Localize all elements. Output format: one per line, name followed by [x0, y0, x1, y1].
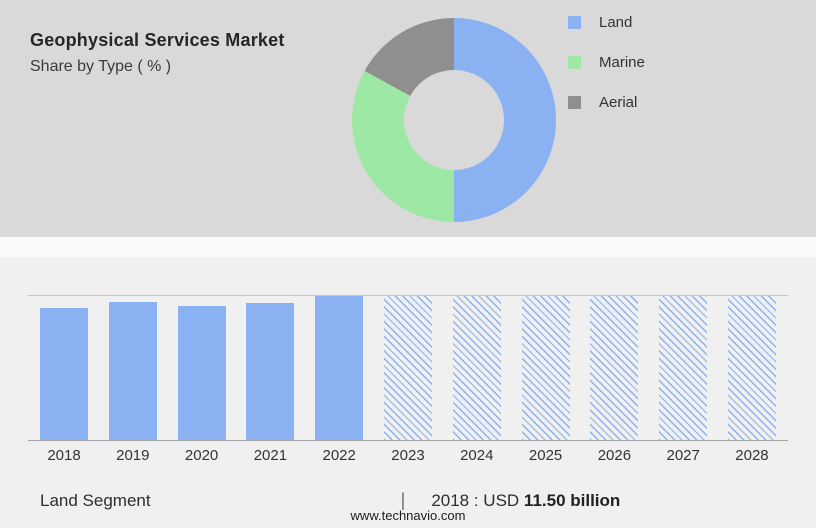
market-value-bold: 11.50 billion [523, 490, 621, 510]
forecast-bar-2023 [383, 296, 432, 440]
caption-row: Land Segment | 2018 : USD 11.50 billion [0, 490, 816, 511]
bar-2022 [315, 296, 364, 440]
page-title: Geophysical Services Market [30, 30, 285, 50]
bar-2021 [246, 303, 295, 440]
legend-label: Land [599, 14, 633, 31]
bars [28, 295, 788, 441]
hero-section: Geophysical Services Market Share by Typ… [0, 0, 816, 237]
caption-separator: | [400, 490, 406, 510]
x-axis-label-2025: 2025 [528, 447, 563, 464]
forecast-bar-2025 [521, 296, 570, 440]
bar-2020 [177, 306, 226, 440]
legend-item-land: Land [568, 14, 645, 31]
bar-labels: 2018 2019 2020 2021 2022 2023 2024 2025 2026 2027… [28, 447, 788, 464]
x-axis-label-2021: 2021 [253, 447, 288, 464]
donut-hole [404, 70, 504, 170]
legend-swatch-aerial [568, 96, 581, 109]
x-axis-label-2019: 2019 [116, 447, 150, 464]
legend-swatch-marine [568, 56, 581, 69]
x-axis-label-2028: 2028 [735, 447, 769, 464]
x-axis-label-2020: 2020 [184, 447, 219, 464]
forecast-bar-2026 [590, 296, 639, 440]
market-value-prefix: 2018 : USD [431, 490, 524, 510]
x-axis-label-2022: 2022 [322, 447, 356, 464]
website-text: www.technavio.com [350, 508, 466, 523]
bar-2019 [108, 301, 157, 440]
legend-item-marine: Marine [568, 54, 645, 71]
market-value: 2018 : USD 11.50 billion [431, 491, 620, 511]
forecast-bar-2028 [727, 296, 776, 440]
title-block: Geophysical Services Market Share by Typ… [30, 30, 285, 76]
x-axis-label-2023: 2023 [391, 447, 425, 464]
divider-band [0, 237, 816, 257]
legend-label: Aerial [599, 94, 638, 111]
segment-label: Land Segment [40, 490, 151, 510]
legend-swatch-land [568, 16, 581, 29]
bar-2018 [40, 307, 88, 440]
forecast-bar-2024 [452, 296, 501, 440]
legend-item-aerial: Aerial [568, 94, 645, 111]
page-subtitle: Share by Type ( % ) [30, 58, 172, 75]
x-axis-label-2027: 2027 [666, 447, 700, 464]
forecast-bar-2027 [659, 296, 708, 440]
x-axis-label-2026: 2026 [597, 447, 632, 464]
legend: Land Marine Aerial [568, 14, 645, 134]
x-axis-label-2018: 2018 [47, 447, 81, 464]
donut-chart [352, 18, 556, 222]
legend-label: Marine [599, 54, 645, 71]
bar-chart-section: 2018 2019 2020 2021 2022 2023 2024 2025 2026 2027… [0, 257, 816, 528]
x-axis-label-2024: 2024 [460, 447, 494, 464]
